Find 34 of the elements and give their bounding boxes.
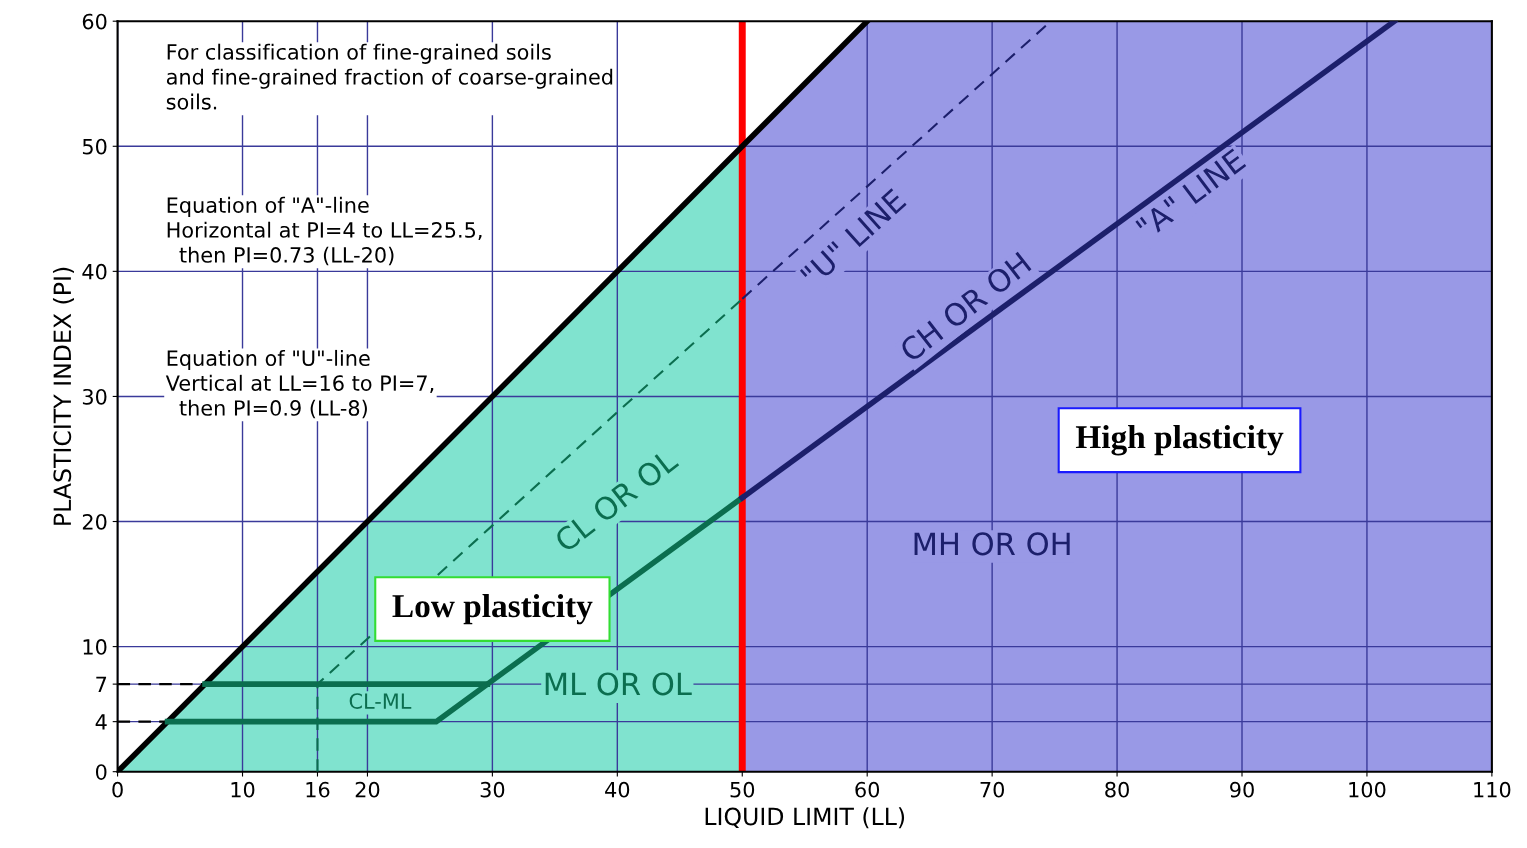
x-tick-label: 90: [1230, 781, 1254, 798]
annotation: CL-ML: [349, 693, 412, 709]
annotation: Equation of "A"-line Horizontal at PI=4 to LL=25.5, then PI=0.73 (LL-20): [167, 196, 482, 266]
y-tick-label: 60: [82, 13, 107, 30]
annotation: MH OR OH: [914, 532, 1070, 556]
annotation: For classification of fine-grained soils and fine-grained fraction of coarse-grained soils.: [166, 43, 613, 110]
annotation: ML OR OL: [545, 672, 692, 696]
y-tick-label: 40: [82, 263, 107, 280]
x-tick-label: 16: [306, 781, 330, 798]
annotation: Equation of "U"-line Vertical at LL=16 to PI=7, then PI=0.9 (LL-8): [165, 349, 434, 419]
y-tick-label: 20: [82, 513, 107, 530]
x-tick-label: 110: [1474, 781, 1511, 798]
y-tick-label: 7: [96, 676, 107, 693]
y-tick-label: 10: [83, 639, 107, 655]
y-tick-label: 30: [82, 388, 107, 405]
x-tick-label: 40: [605, 781, 630, 798]
x-tick-label: 50: [730, 781, 755, 798]
x-tick-label: 20: [355, 781, 380, 798]
annotation: Low plasticity: [392, 593, 593, 625]
annotation: CL OR OL: [553, 447, 680, 554]
x-tick-label: 10: [231, 781, 255, 798]
x-tick-label: 70: [980, 781, 1004, 798]
y-tick-label: 0: [95, 764, 107, 780]
x-tick-label: 80: [1105, 781, 1129, 798]
x-tick-label: 30: [480, 781, 505, 798]
x-tick-label: 100: [1349, 781, 1386, 798]
y-tick-label: 4: [95, 714, 107, 730]
annotation: CH OR OH: [898, 251, 1032, 363]
x-tick-label: 60: [855, 781, 880, 798]
x-axis-title: LIQUID LIMIT (LL): [705, 807, 905, 829]
x-tick-label: 0: [112, 781, 123, 798]
y-tick-label: 50: [82, 138, 107, 155]
annotation: High plasticity: [1075, 424, 1284, 456]
y-axis-title: PLASTICITY INDEX (PI): [52, 267, 74, 525]
